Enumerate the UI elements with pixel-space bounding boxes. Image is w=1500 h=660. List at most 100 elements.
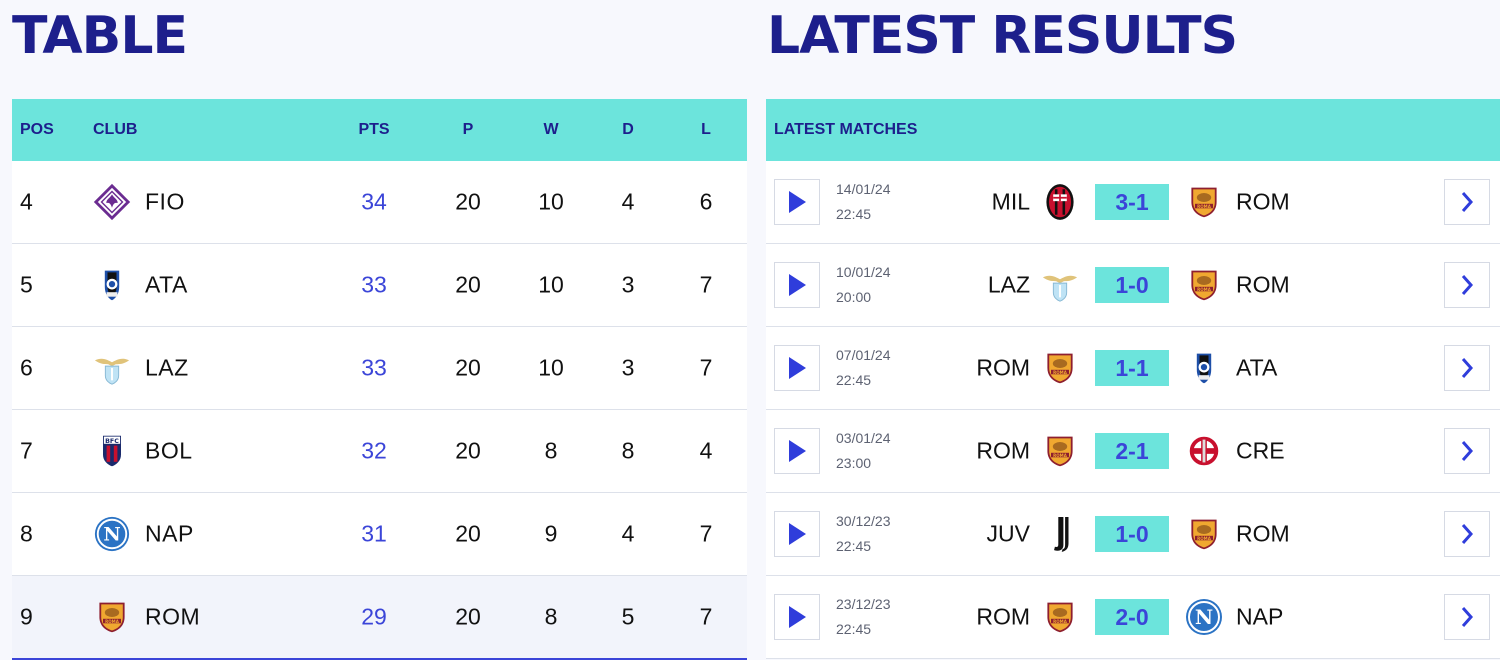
chevron-right-icon <box>1461 358 1474 378</box>
header-lost: L <box>701 121 711 138</box>
match-datetime: 10/01/24 20:00 <box>836 260 926 310</box>
play-highlights-button[interactable] <box>774 345 820 391</box>
standings-table: POS CLUB PTS P W D L 4 FIO 34 20 10 4 6 … <box>12 99 747 660</box>
row-position: 8 <box>20 520 33 547</box>
row-won: 9 <box>544 520 558 547</box>
match-time: 22:45 <box>836 372 872 388</box>
home-team: JUV <box>986 520 1030 547</box>
match-row: 07/01/24 22:45 ROM 1-1 ATA <box>766 327 1500 410</box>
match-row: 10/01/24 20:00 LAZ 1-0 ROM <box>766 244 1500 327</box>
row-points: 33 <box>361 354 387 381</box>
match-details-button[interactable] <box>1444 594 1490 640</box>
juventus-crest-icon <box>1040 511 1080 557</box>
match-details-button[interactable] <box>1444 511 1490 557</box>
table-row[interactable]: 8 NAP 31 20 9 4 7 <box>12 493 747 576</box>
match-date: 14/01/24 <box>836 181 891 197</box>
row-won: 8 <box>544 603 558 630</box>
row-club[interactable]: ROM <box>145 603 201 630</box>
napoli-crest-icon <box>92 514 132 554</box>
away-team: ROM <box>1236 520 1290 547</box>
roma-crest-icon <box>1184 262 1224 308</box>
match-date: 10/01/24 <box>836 264 891 280</box>
atalanta-crest-icon <box>92 265 132 305</box>
row-position: 5 <box>20 271 33 298</box>
table-row[interactable]: 4 FIO 34 20 10 4 6 <box>12 161 747 244</box>
row-played: 20 <box>455 520 481 547</box>
match-time: 22:45 <box>836 621 872 637</box>
lazio-eagle-icon <box>92 348 132 388</box>
latest-matches-panel: LATEST MATCHES 14/01/24 22:45 MIL 3-1 RO… <box>766 99 1500 659</box>
away-team: ROM <box>1236 271 1290 298</box>
match-score: 1-0 <box>1095 267 1169 303</box>
row-played: 20 <box>455 271 481 298</box>
match-date: 23/12/23 <box>836 596 891 612</box>
fiorentina-crest-icon <box>92 182 132 222</box>
match-score: 2-1 <box>1095 433 1169 469</box>
header-drawn: D <box>622 121 634 138</box>
play-icon <box>789 523 806 545</box>
table-row[interactable]: 7 BOL 32 20 8 8 4 <box>12 410 747 493</box>
table-row[interactable]: 6 LAZ 33 20 10 3 7 <box>12 327 747 410</box>
home-team: MIL <box>991 188 1030 215</box>
table-row[interactable]: 5 ATA 33 20 10 3 7 <box>12 244 747 327</box>
play-highlights-button[interactable] <box>774 428 820 474</box>
row-won: 10 <box>538 354 564 381</box>
header-won: W <box>543 121 559 138</box>
row-position: 6 <box>20 354 33 381</box>
row-position: 4 <box>20 188 33 215</box>
match-datetime: 03/01/24 23:00 <box>836 426 926 476</box>
match-datetime: 23/12/23 22:45 <box>836 592 926 642</box>
row-position: 7 <box>20 437 33 464</box>
match-details-button[interactable] <box>1444 262 1490 308</box>
atalanta-crest-icon <box>1184 345 1224 391</box>
match-details-button[interactable] <box>1444 179 1490 225</box>
roma-crest-icon <box>1184 511 1224 557</box>
play-icon <box>789 191 806 213</box>
match-row: 23/12/23 22:45 ROM 2-0 NAP <box>766 576 1500 659</box>
header-pos: POS <box>20 121 54 138</box>
standings-header: POS CLUB PTS P W D L <box>12 99 747 161</box>
match-time: 22:45 <box>836 206 872 222</box>
row-won: 10 <box>538 188 564 215</box>
play-highlights-button[interactable] <box>774 262 820 308</box>
row-club[interactable]: BOL <box>145 437 193 464</box>
match-datetime: 30/12/23 22:45 <box>836 509 926 559</box>
row-points: 31 <box>361 520 387 547</box>
row-drawn: 4 <box>621 520 635 547</box>
match-details-button[interactable] <box>1444 428 1490 474</box>
play-highlights-button[interactable] <box>774 179 820 225</box>
row-club[interactable]: FIO <box>145 188 185 215</box>
play-highlights-button[interactable] <box>774 511 820 557</box>
match-time: 22:45 <box>836 538 872 554</box>
match-date: 07/01/24 <box>836 347 891 363</box>
row-played: 20 <box>455 354 481 381</box>
match-date: 03/01/24 <box>836 430 891 446</box>
row-club[interactable]: ATA <box>145 271 188 298</box>
match-time: 23:00 <box>836 455 872 471</box>
match-row: 03/01/24 23:00 ROM 2-1 CRE <box>766 410 1500 493</box>
home-team: ROM <box>976 354 1030 381</box>
row-club[interactable]: LAZ <box>145 354 189 381</box>
table-row-current-club[interactable]: 9 ROM 29 20 8 5 7 <box>12 576 747 660</box>
row-drawn: 3 <box>621 271 635 298</box>
row-points: 29 <box>361 603 387 630</box>
chevron-right-icon <box>1461 192 1474 212</box>
row-drawn: 3 <box>621 354 635 381</box>
bologna-crest-icon <box>92 431 132 471</box>
home-team: ROM <box>976 603 1030 630</box>
play-highlights-button[interactable] <box>774 594 820 640</box>
latest-matches-header: LATEST MATCHES <box>766 99 1500 161</box>
table-title: TABLE <box>12 6 188 66</box>
match-details-button[interactable] <box>1444 345 1490 391</box>
lazio-eagle-icon <box>1040 262 1080 308</box>
row-points: 34 <box>361 188 387 215</box>
roma-crest-icon <box>1184 179 1224 225</box>
play-icon <box>789 606 806 628</box>
row-points: 32 <box>361 437 387 464</box>
napoli-crest-icon <box>1184 594 1224 640</box>
row-lost: 7 <box>699 520 713 547</box>
match-score: 3-1 <box>1095 184 1169 220</box>
row-lost: 7 <box>699 271 713 298</box>
row-club[interactable]: NAP <box>145 520 194 547</box>
row-drawn: 5 <box>621 603 635 630</box>
